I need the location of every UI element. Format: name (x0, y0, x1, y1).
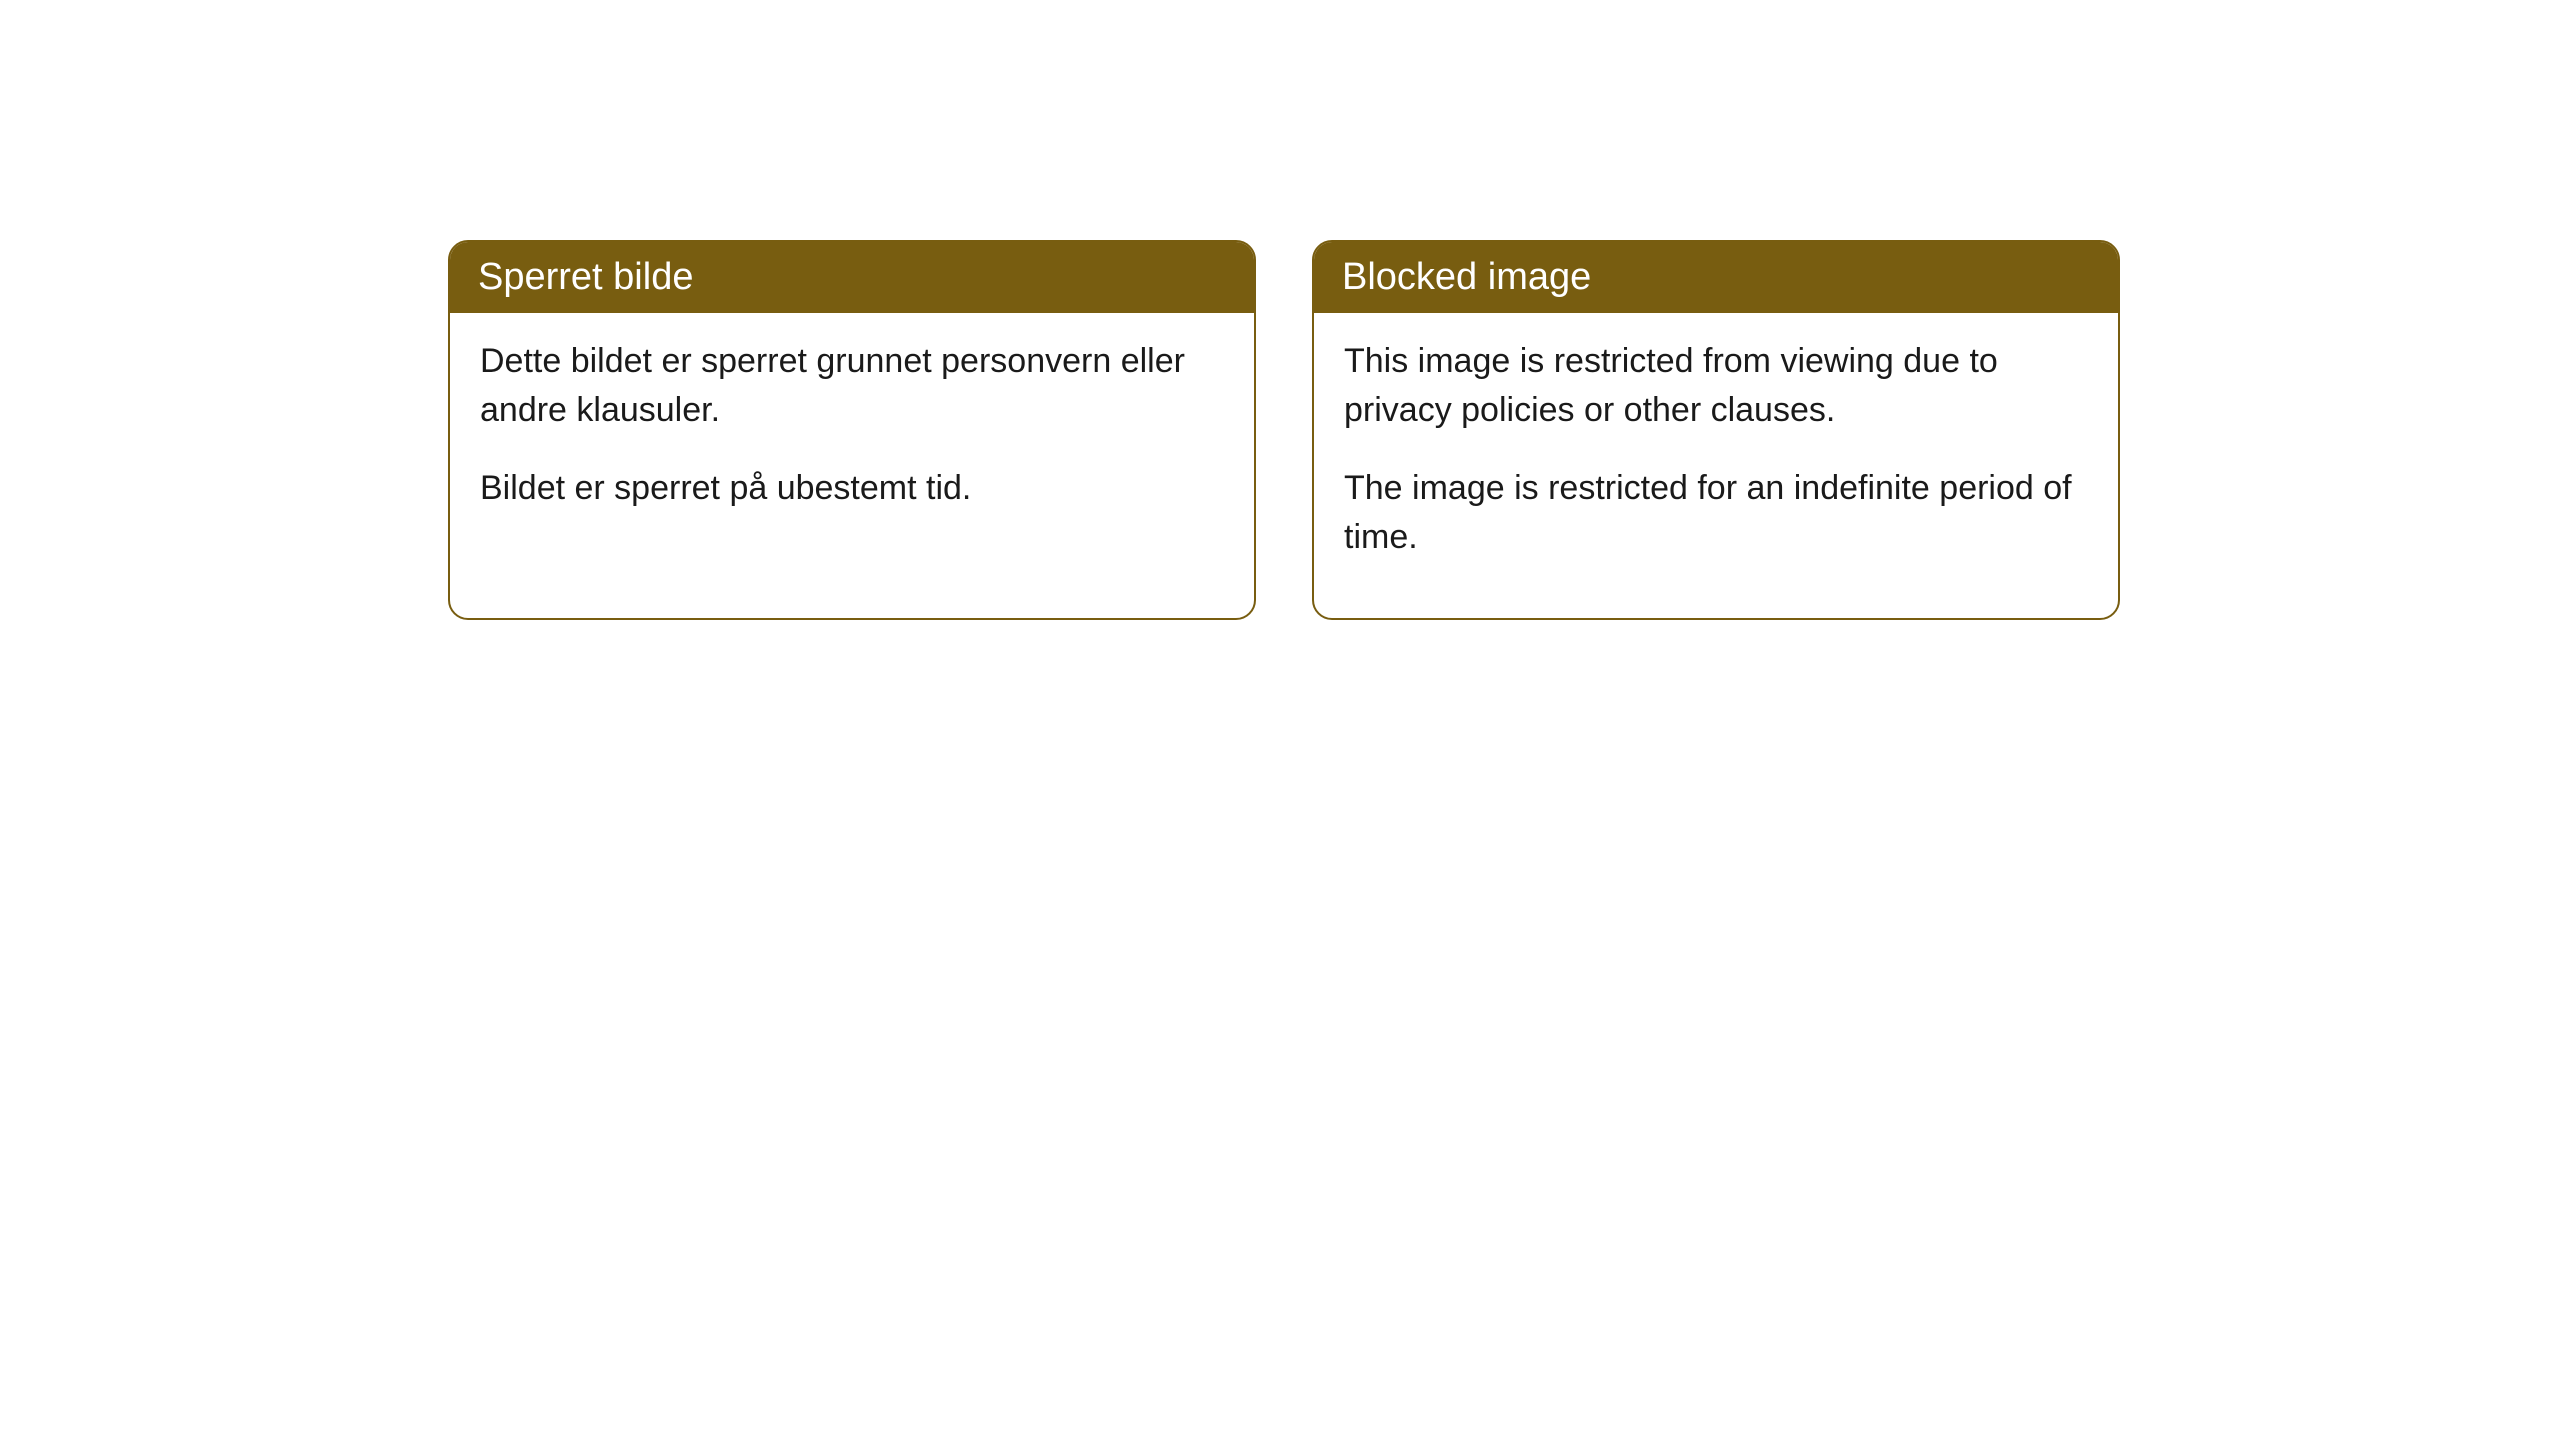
card-header-norwegian: Sperret bilde (450, 242, 1254, 313)
notice-cards-container: Sperret bilde Dette bildet er sperret gr… (448, 240, 2120, 620)
card-body-norwegian: Dette bildet er sperret grunnet personve… (450, 313, 1254, 569)
card-header-english: Blocked image (1314, 242, 2118, 313)
card-text-line-1: Dette bildet er sperret grunnet personve… (480, 337, 1224, 436)
blocked-image-card-norwegian: Sperret bilde Dette bildet er sperret gr… (448, 240, 1256, 620)
card-title: Sperret bilde (478, 256, 693, 298)
blocked-image-card-english: Blocked image This image is restricted f… (1312, 240, 2120, 620)
card-text-line-2: The image is restricted for an indefinit… (1344, 464, 2088, 563)
card-body-english: This image is restricted from viewing du… (1314, 313, 2118, 618)
card-title: Blocked image (1342, 256, 1591, 298)
card-text-line-2: Bildet er sperret på ubestemt tid. (480, 464, 1224, 513)
card-text-line-1: This image is restricted from viewing du… (1344, 337, 2088, 436)
